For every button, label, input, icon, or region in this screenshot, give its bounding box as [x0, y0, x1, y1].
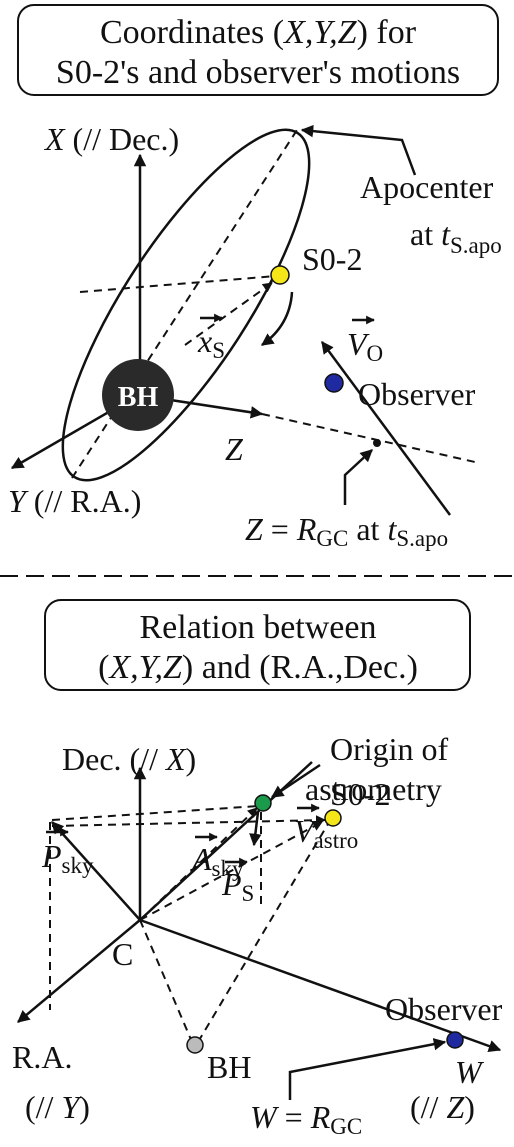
page: {"top":{"title":["Coordinates (","X,Y,Z"… [0, 0, 514, 1147]
guide [140, 920, 192, 1042]
ra-axis-label: R.A. [12, 1039, 72, 1075]
text-part: R [310, 1099, 331, 1135]
guide [52, 806, 258, 820]
major-axis [72, 130, 297, 478]
text-part: ) for [357, 14, 417, 51]
text-part: GC [330, 1114, 362, 1139]
xs-label: xS [197, 323, 225, 363]
text-part: P [41, 838, 62, 874]
w-axis-label: W [455, 1054, 485, 1090]
text-part: (// [25, 1089, 61, 1125]
text-part: (// R.A.) [26, 483, 142, 519]
motion-arrow [262, 292, 292, 345]
title-line: S0-2's and observer's motions [56, 54, 460, 91]
text-part: = [263, 511, 297, 547]
text-part: Z [245, 511, 264, 547]
text-part: ) and (R.A.,Dec.) [182, 649, 418, 686]
text-part: x [197, 323, 212, 359]
text-part: ) [79, 1089, 90, 1125]
x-axis-label: X (// Dec.) [43, 121, 179, 157]
title-line: Relation between [140, 609, 377, 646]
c-label: C [112, 936, 133, 972]
w-axis-label: (// Z) [410, 1089, 475, 1125]
text-part: Z [446, 1089, 465, 1125]
v-astro-vector [254, 812, 258, 845]
title-line: Coordinates (X,Y,Z) for [100, 14, 417, 51]
s02-star [325, 810, 341, 826]
s02-star [271, 266, 289, 284]
observer [447, 1032, 463, 1048]
text-part: (// [410, 1089, 446, 1125]
diagram: Coordinates (X,Y,Z) for S0-2's and obser… [0, 0, 514, 1147]
w-label: W = RGC [250, 1099, 362, 1139]
apocenter-label: Apocenter [360, 169, 494, 205]
text-part: W [250, 1099, 280, 1135]
text-part: S [242, 881, 255, 906]
text-part: at [410, 216, 441, 252]
observer-label: Observer [385, 991, 503, 1027]
s02-label: S0-2 [302, 241, 362, 277]
p-sky-label: Psky [41, 838, 94, 878]
text-part: O [367, 341, 384, 366]
origin-point [255, 795, 271, 811]
p-s-label: PS [221, 866, 254, 906]
guide [80, 276, 276, 292]
y-axis-label: Y (// R.A.) [8, 483, 141, 519]
text-part: astro [314, 828, 359, 853]
text-part: X,Y,Z [107, 649, 183, 686]
observer-point [373, 439, 381, 447]
bh-label: BH [207, 1049, 251, 1085]
apocenter-time: at tS.apo [410, 216, 502, 258]
s02-label: S0-2 [330, 776, 390, 812]
text-part: A [190, 841, 212, 877]
z-axis-label: Z [225, 431, 244, 467]
title-line: (X,Y,Z) and (R.A.,Dec.) [98, 649, 418, 686]
text-part: GC [316, 526, 348, 551]
text-part: ( [98, 649, 109, 686]
origin-label: Origin of [330, 731, 449, 767]
text-part: X,Y,Z [282, 14, 358, 51]
dec-axis-label: Dec. (// X) [62, 741, 196, 777]
text-part: S.apo [450, 233, 502, 258]
bh-label: BH [118, 382, 159, 413]
text-part: S [212, 338, 225, 363]
text-part: R [296, 511, 317, 547]
text-part: Dec. (// [62, 741, 166, 777]
w-axis [140, 920, 500, 1050]
ra-axis-label: (// Y) [25, 1089, 90, 1125]
z-label: Z = RGC at tS.apo [245, 511, 448, 551]
text-part: S.apo [396, 526, 448, 551]
text-part: Coordinates ( [100, 14, 284, 51]
text-part: X [164, 741, 187, 777]
observer [325, 374, 343, 392]
text-part: X [43, 121, 66, 157]
z-pointer [345, 450, 372, 505]
guide [52, 820, 325, 826]
text-part: sky [62, 853, 94, 878]
observer-label: Observer [358, 376, 476, 412]
orbit [22, 99, 349, 510]
text-part: ) [186, 741, 197, 777]
text-part: P [221, 866, 242, 902]
text-part: ) [464, 1089, 475, 1125]
vo-label: VO [347, 326, 383, 366]
text-part: = [277, 1099, 311, 1135]
text-part: at [348, 511, 387, 547]
black-hole [187, 1037, 203, 1053]
text-part: (// Dec.) [65, 121, 180, 157]
observer-path [322, 342, 450, 515]
